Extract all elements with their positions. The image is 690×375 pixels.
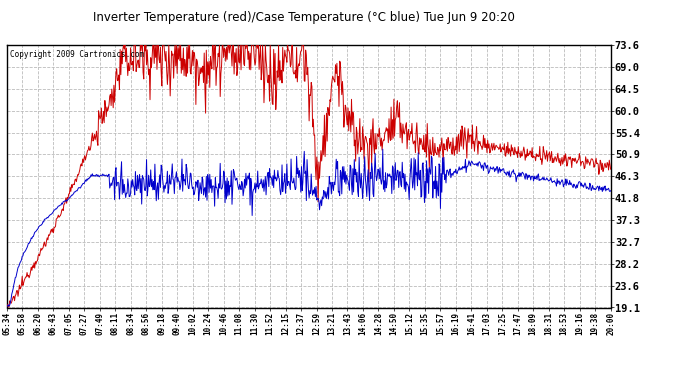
- Text: Inverter Temperature (red)/Case Temperature (°C blue) Tue Jun 9 20:20: Inverter Temperature (red)/Case Temperat…: [92, 11, 515, 24]
- Text: Copyright 2009 Cartronics.com: Copyright 2009 Cartronics.com: [10, 50, 144, 59]
